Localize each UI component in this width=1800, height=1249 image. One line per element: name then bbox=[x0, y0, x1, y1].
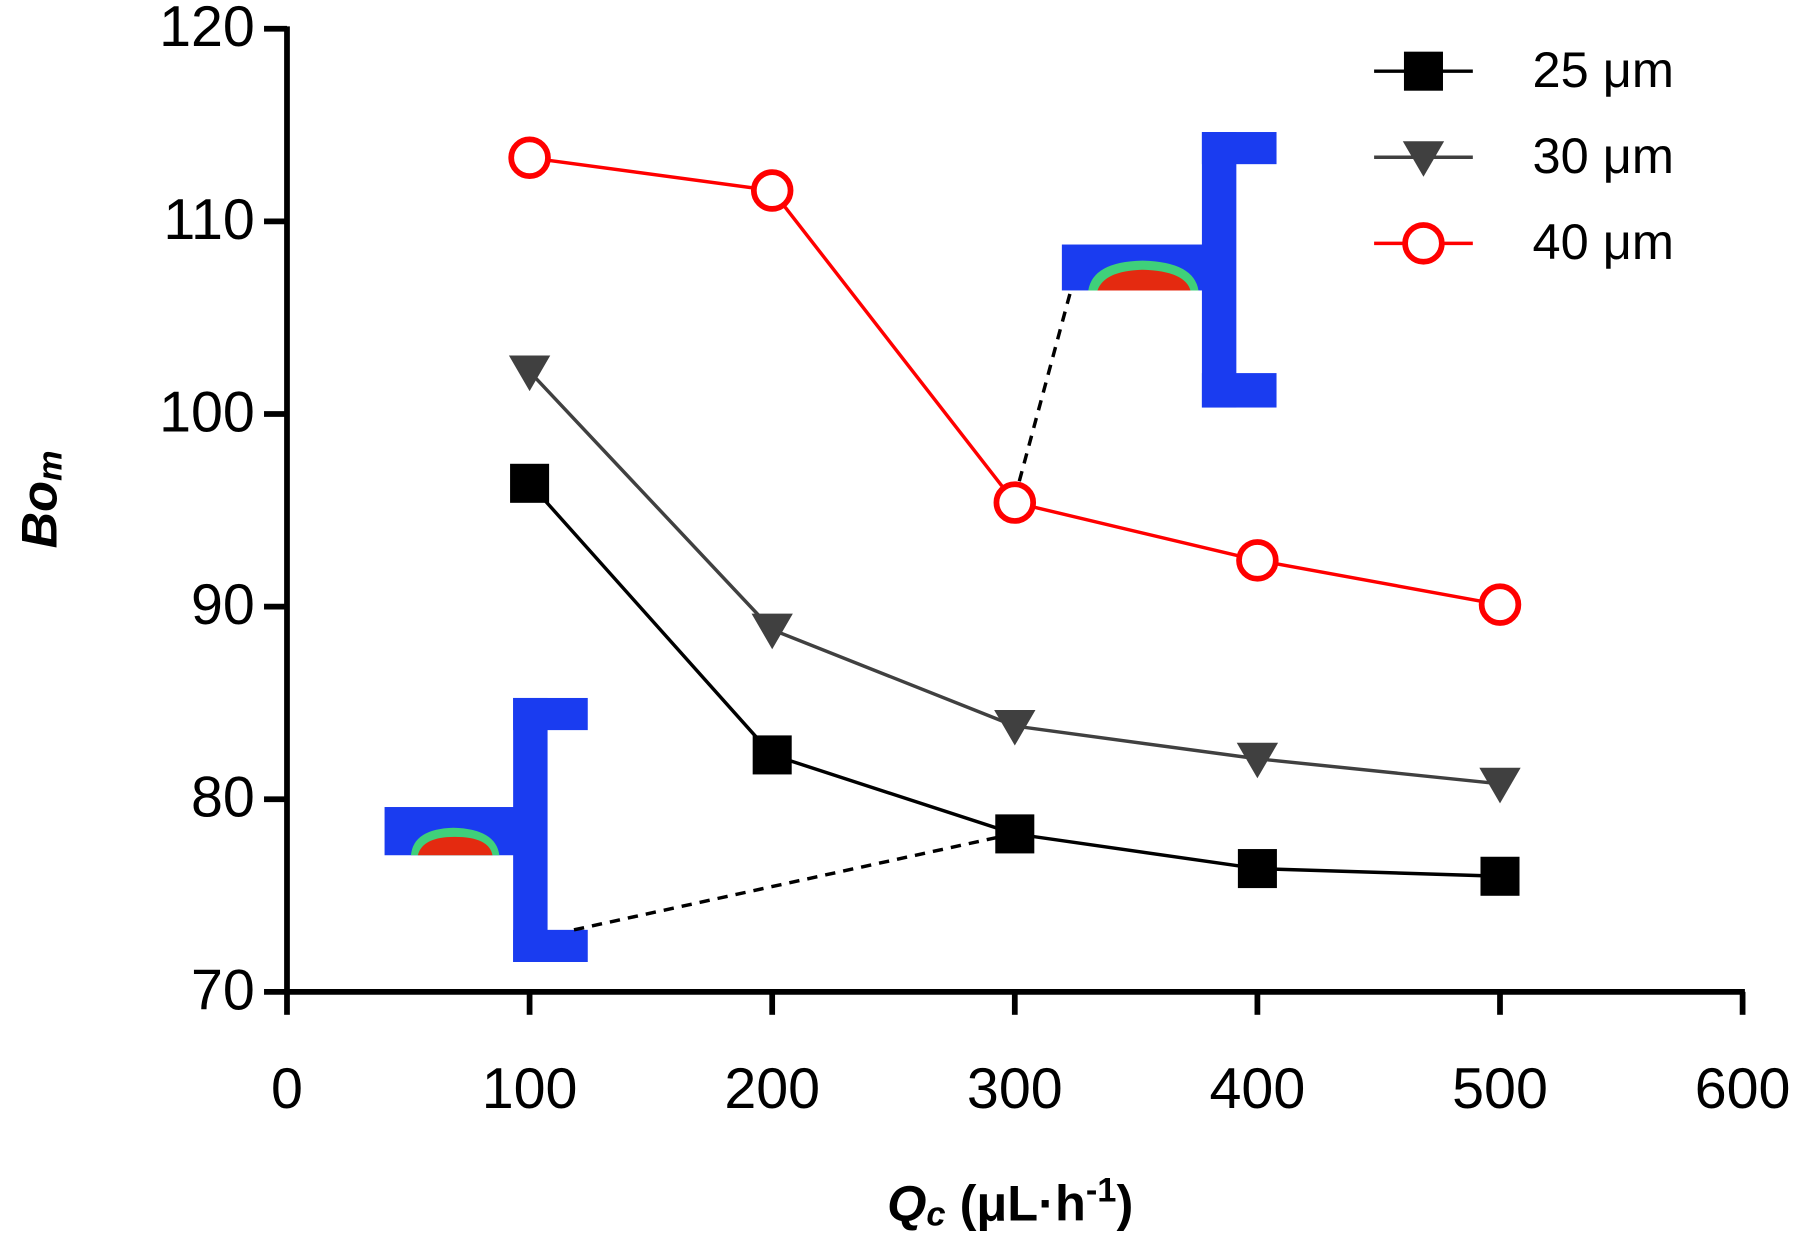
legend-label: 40 μm bbox=[1533, 213, 1674, 270]
x-tick-label: 200 bbox=[724, 1057, 820, 1121]
marker bbox=[1237, 849, 1277, 889]
marker bbox=[1402, 141, 1445, 177]
legend-label: 30 μm bbox=[1533, 127, 1674, 184]
x-tick-label: 100 bbox=[482, 1057, 578, 1121]
marker bbox=[993, 481, 1037, 524]
connector bbox=[1014, 293, 1072, 495]
y-tick-label: 70 bbox=[191, 958, 255, 1022]
marker bbox=[508, 136, 551, 180]
marker bbox=[1403, 51, 1443, 91]
x-tick-label: 500 bbox=[1452, 1057, 1548, 1121]
marker bbox=[508, 355, 551, 392]
marker bbox=[994, 709, 1036, 746]
y-axis-label: Bom bbox=[11, 450, 69, 548]
y-tick-label: 90 bbox=[191, 573, 255, 637]
series-line bbox=[529, 156, 1501, 607]
x-tick-label: 600 bbox=[1695, 1057, 1791, 1121]
label-part: c bbox=[926, 1195, 945, 1233]
marker bbox=[1236, 539, 1279, 582]
legend-label: 25 μm bbox=[1533, 41, 1674, 98]
x-tick-label: 300 bbox=[967, 1057, 1063, 1121]
marker bbox=[1479, 767, 1521, 804]
marker bbox=[751, 613, 793, 650]
x-tick-label: 400 bbox=[1210, 1057, 1306, 1121]
label-part: Q bbox=[887, 1175, 926, 1232]
x-tick-label: 0 bbox=[271, 1057, 303, 1121]
label-part: (μL·h bbox=[946, 1175, 1086, 1232]
marker bbox=[995, 814, 1035, 854]
marker bbox=[1402, 222, 1445, 265]
connector bbox=[573, 832, 1011, 932]
marker bbox=[1236, 742, 1279, 779]
label-part: Bo bbox=[11, 481, 68, 548]
marker bbox=[750, 169, 794, 212]
marker bbox=[1478, 583, 1522, 626]
marker bbox=[510, 463, 550, 503]
label-part: -1 bbox=[1086, 1171, 1117, 1209]
marker bbox=[1480, 856, 1520, 896]
y-tick-label: 120 bbox=[159, 0, 255, 59]
inset-channel bbox=[1061, 132, 1277, 408]
y-tick-label: 80 bbox=[191, 766, 255, 830]
x-axis-label: Qc (μL·h-1) bbox=[887, 1171, 1133, 1233]
label-part: ) bbox=[1116, 1175, 1133, 1232]
marker bbox=[752, 735, 792, 775]
inset-channel bbox=[384, 697, 588, 962]
y-tick-label: 100 bbox=[159, 380, 255, 444]
label-part: m bbox=[31, 450, 69, 481]
y-tick-label: 110 bbox=[163, 188, 254, 252]
plot-area: 70 80 90 100 110 120 0 100 200 300 400 500 600 25 μm 3… bbox=[159, 0, 1790, 1121]
